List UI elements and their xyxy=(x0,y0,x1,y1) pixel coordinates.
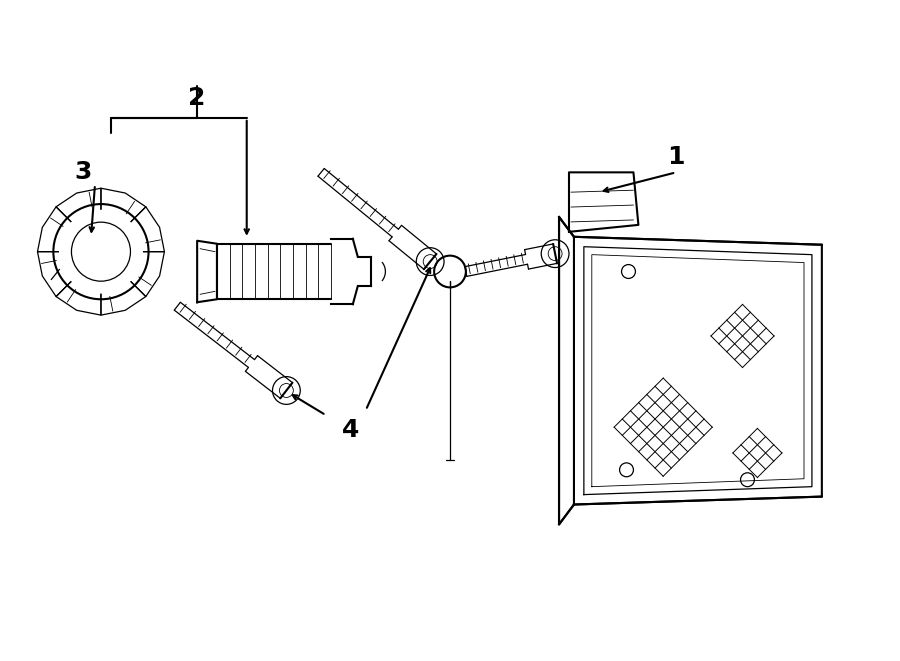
Text: 1: 1 xyxy=(667,145,685,169)
Text: 2: 2 xyxy=(188,86,206,110)
Text: 4: 4 xyxy=(342,418,359,442)
Text: 3: 3 xyxy=(75,161,92,184)
